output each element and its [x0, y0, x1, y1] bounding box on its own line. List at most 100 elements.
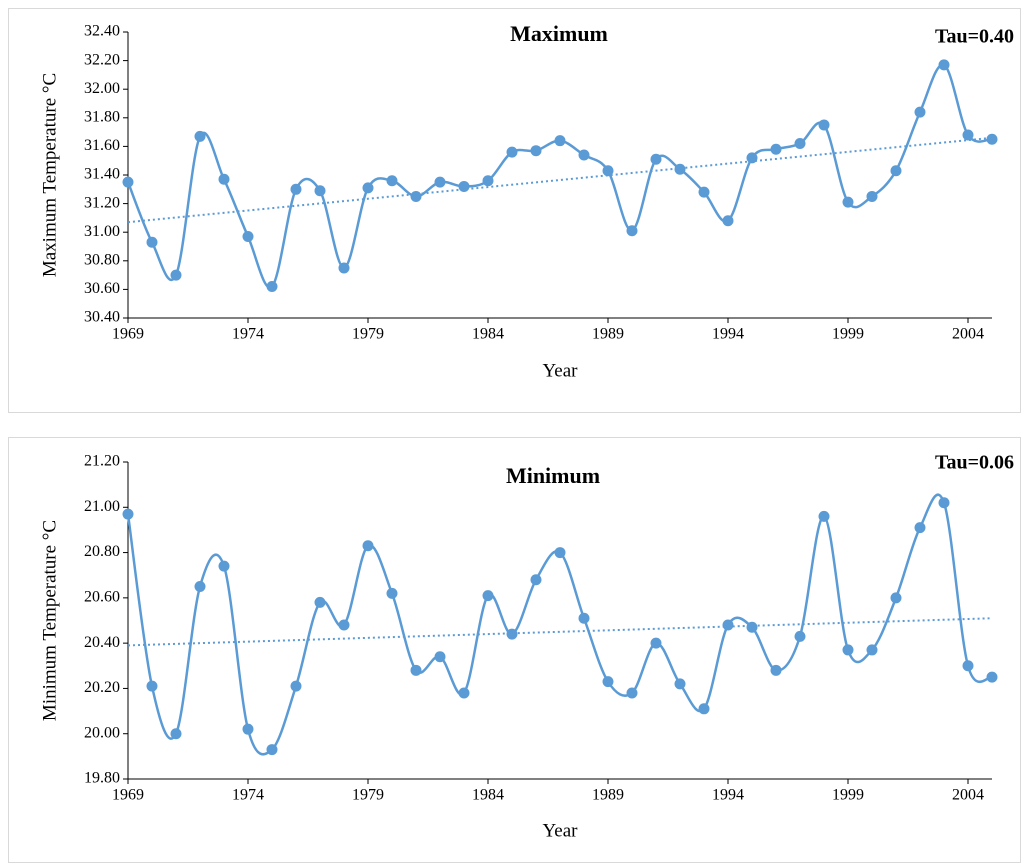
data-point [506, 146, 518, 158]
x-tick-label: 1999 [832, 326, 864, 343]
y-axis-title: Maximum Temperature °C [39, 73, 60, 277]
y-tick-label: 21.00 [84, 498, 120, 515]
data-point [626, 687, 638, 699]
x-tick-label: 1984 [472, 787, 504, 804]
data-point [986, 133, 998, 145]
data-point [314, 596, 326, 608]
data-point [506, 628, 518, 640]
data-point [986, 671, 998, 683]
data-point [722, 215, 734, 227]
x-axis-title: Year [542, 820, 578, 841]
data-point [938, 497, 950, 509]
x-tick-label: 2004 [952, 326, 984, 343]
series-line [126, 493, 993, 756]
x-tick-label: 1974 [232, 787, 264, 804]
data-point [242, 230, 254, 242]
data-point [482, 175, 494, 187]
data-point [314, 185, 326, 197]
x-tick-label: 1994 [712, 326, 744, 343]
chart-title: Minimum [506, 463, 600, 488]
data-point [674, 678, 686, 690]
x-axis-title: Year [542, 360, 578, 381]
data-point [338, 619, 350, 631]
data-point [818, 119, 830, 131]
y-tick-label: 31.00 [84, 223, 120, 240]
y-tick-label: 20.60 [84, 589, 120, 606]
data-point [218, 173, 230, 185]
x-tick-label: 1989 [592, 787, 624, 804]
y-tick-label: 31.80 [84, 108, 120, 125]
data-point [434, 651, 446, 663]
y-tick-label: 19.80 [84, 770, 120, 787]
x-tick-label: 2004 [952, 787, 984, 804]
data-point [482, 590, 494, 602]
data-point [266, 281, 278, 293]
data-point [578, 149, 590, 161]
data-point [818, 510, 830, 522]
data-point [362, 182, 374, 194]
data-point [554, 135, 566, 147]
data-point [794, 138, 806, 150]
data-point [770, 143, 782, 155]
data-point [674, 163, 686, 175]
data-point [194, 581, 206, 593]
data-point [122, 176, 134, 188]
data-point [122, 508, 134, 520]
y-tick-label: 20.00 [84, 724, 120, 741]
chart-title: Maximum [510, 21, 608, 46]
y-tick-label: 32.20 [84, 51, 120, 68]
data-point [266, 744, 278, 756]
data-point [626, 225, 638, 237]
chart-panel: Maximum Tau=0.40 Year Maximum Temperature °… [8, 8, 1021, 413]
data-point [866, 190, 878, 202]
y-axis-title: Minimum Temperature °C [39, 520, 60, 721]
x-tick-label: 1994 [712, 787, 744, 804]
annotation: Tau=0.06 [935, 452, 1014, 474]
y-tick-label: 32.40 [84, 23, 120, 40]
chart: Maximum Tau=0.40 Year Maximum Temperature °… [39, 21, 1014, 381]
chart: Minimum Tau=0.06 Year Minimum Temperature °… [39, 452, 1014, 842]
trend-line [127, 136, 993, 224]
data-point [698, 703, 710, 715]
chart-panel: Minimum Tau=0.06 Year Minimum Temperature °… [8, 437, 1021, 863]
data-point [602, 165, 614, 177]
data-point [842, 644, 854, 656]
y-tick-label: 21.20 [84, 453, 120, 470]
data-point [962, 660, 974, 672]
data-point [938, 59, 950, 71]
x-tick-label: 1979 [352, 326, 384, 343]
data-point [650, 637, 662, 649]
data-point [530, 574, 542, 586]
data-point [530, 145, 542, 157]
x-tick-label: 1969 [112, 787, 144, 804]
data-point [962, 129, 974, 141]
data-point [434, 176, 446, 188]
data-point [890, 165, 902, 177]
data-point [362, 540, 374, 552]
x-tick-label: 1999 [832, 787, 864, 804]
data-point [386, 587, 398, 599]
data-point [578, 612, 590, 624]
annotation: Tau=0.40 [935, 26, 1014, 48]
data-point [410, 664, 422, 676]
data-point [554, 547, 566, 559]
data-point [914, 522, 926, 534]
data-point [410, 190, 422, 202]
y-tick-label: 31.60 [84, 137, 120, 154]
data-point [746, 152, 758, 164]
data-point [146, 680, 158, 692]
x-tick-label: 1979 [352, 787, 384, 804]
x-tick-label: 1984 [472, 326, 504, 343]
data-point [290, 680, 302, 692]
data-point [770, 664, 782, 676]
y-tick-label: 30.60 [84, 280, 120, 297]
data-point [170, 728, 182, 740]
data-point [914, 106, 926, 118]
y-tick-label: 20.20 [84, 679, 120, 696]
y-tick-label: 31.20 [84, 194, 120, 211]
data-point [650, 153, 662, 165]
data-point [242, 723, 254, 735]
data-point [218, 560, 230, 572]
trend-line [127, 617, 993, 647]
